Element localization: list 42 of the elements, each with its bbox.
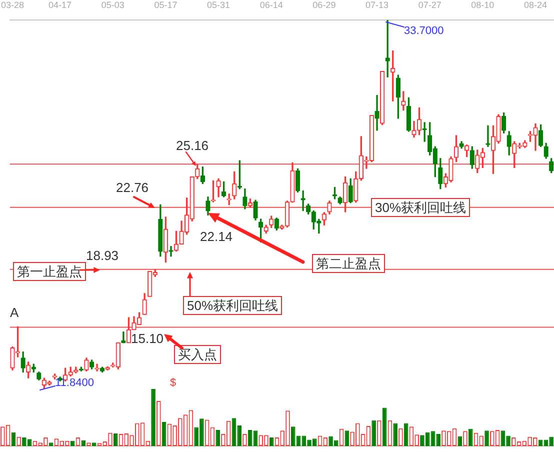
bar [484, 430, 489, 446]
annotation: 15.10 [131, 331, 164, 346]
x-tick-label: 04-17 [48, 0, 72, 10]
x-tick-label: 06-29 [312, 0, 336, 10]
annotation: 22.14 [200, 229, 233, 244]
x-tick-label: 08-10 [471, 0, 494, 10]
annotation: 买入点 [174, 345, 221, 364]
bar [458, 436, 462, 446]
bar [393, 423, 398, 446]
ref-line-label: 18.93 [86, 248, 119, 263]
bar [372, 420, 376, 446]
bar [328, 436, 333, 446]
candlestick [94, 364, 100, 372]
x-tick-label: 07-27 [418, 0, 442, 10]
bar [216, 430, 220, 446]
candlestick [374, 94, 380, 131]
annotation: 50%获利回吐线 [183, 296, 282, 315]
candlestick [168, 246, 174, 257]
x-tick-label: 05-31 [207, 0, 230, 10]
x-tick-label: 08-24 [524, 0, 548, 10]
annotation: 11.8400 [55, 376, 94, 391]
candlestick [486, 125, 490, 147]
x-tick-label: 07-13 [366, 0, 389, 10]
ref-line-label: 30%获利回吐线 [371, 198, 470, 217]
x-tick-label: 05-03 [101, 0, 124, 10]
annotation: 25.16 [176, 138, 209, 153]
ref-line-label: A [10, 304, 19, 320]
bar [194, 427, 198, 446]
x-tick-label: 03-28 [0, 0, 24, 10]
candlestick [401, 91, 406, 111]
x-tick-label: 05-17 [154, 0, 178, 10]
annotation: 第二止盈点 [312, 254, 385, 273]
bar [151, 389, 156, 446]
bar [269, 437, 274, 446]
annotation: 第一止盈点 [13, 262, 86, 281]
annotation: 22.76 [116, 180, 149, 195]
bar [468, 428, 473, 446]
x-tick-label: 06-14 [260, 0, 283, 10]
annotation: $ [170, 376, 176, 391]
bar [113, 433, 118, 446]
annotation: 33.7000 [404, 24, 444, 39]
bar [200, 418, 204, 446]
